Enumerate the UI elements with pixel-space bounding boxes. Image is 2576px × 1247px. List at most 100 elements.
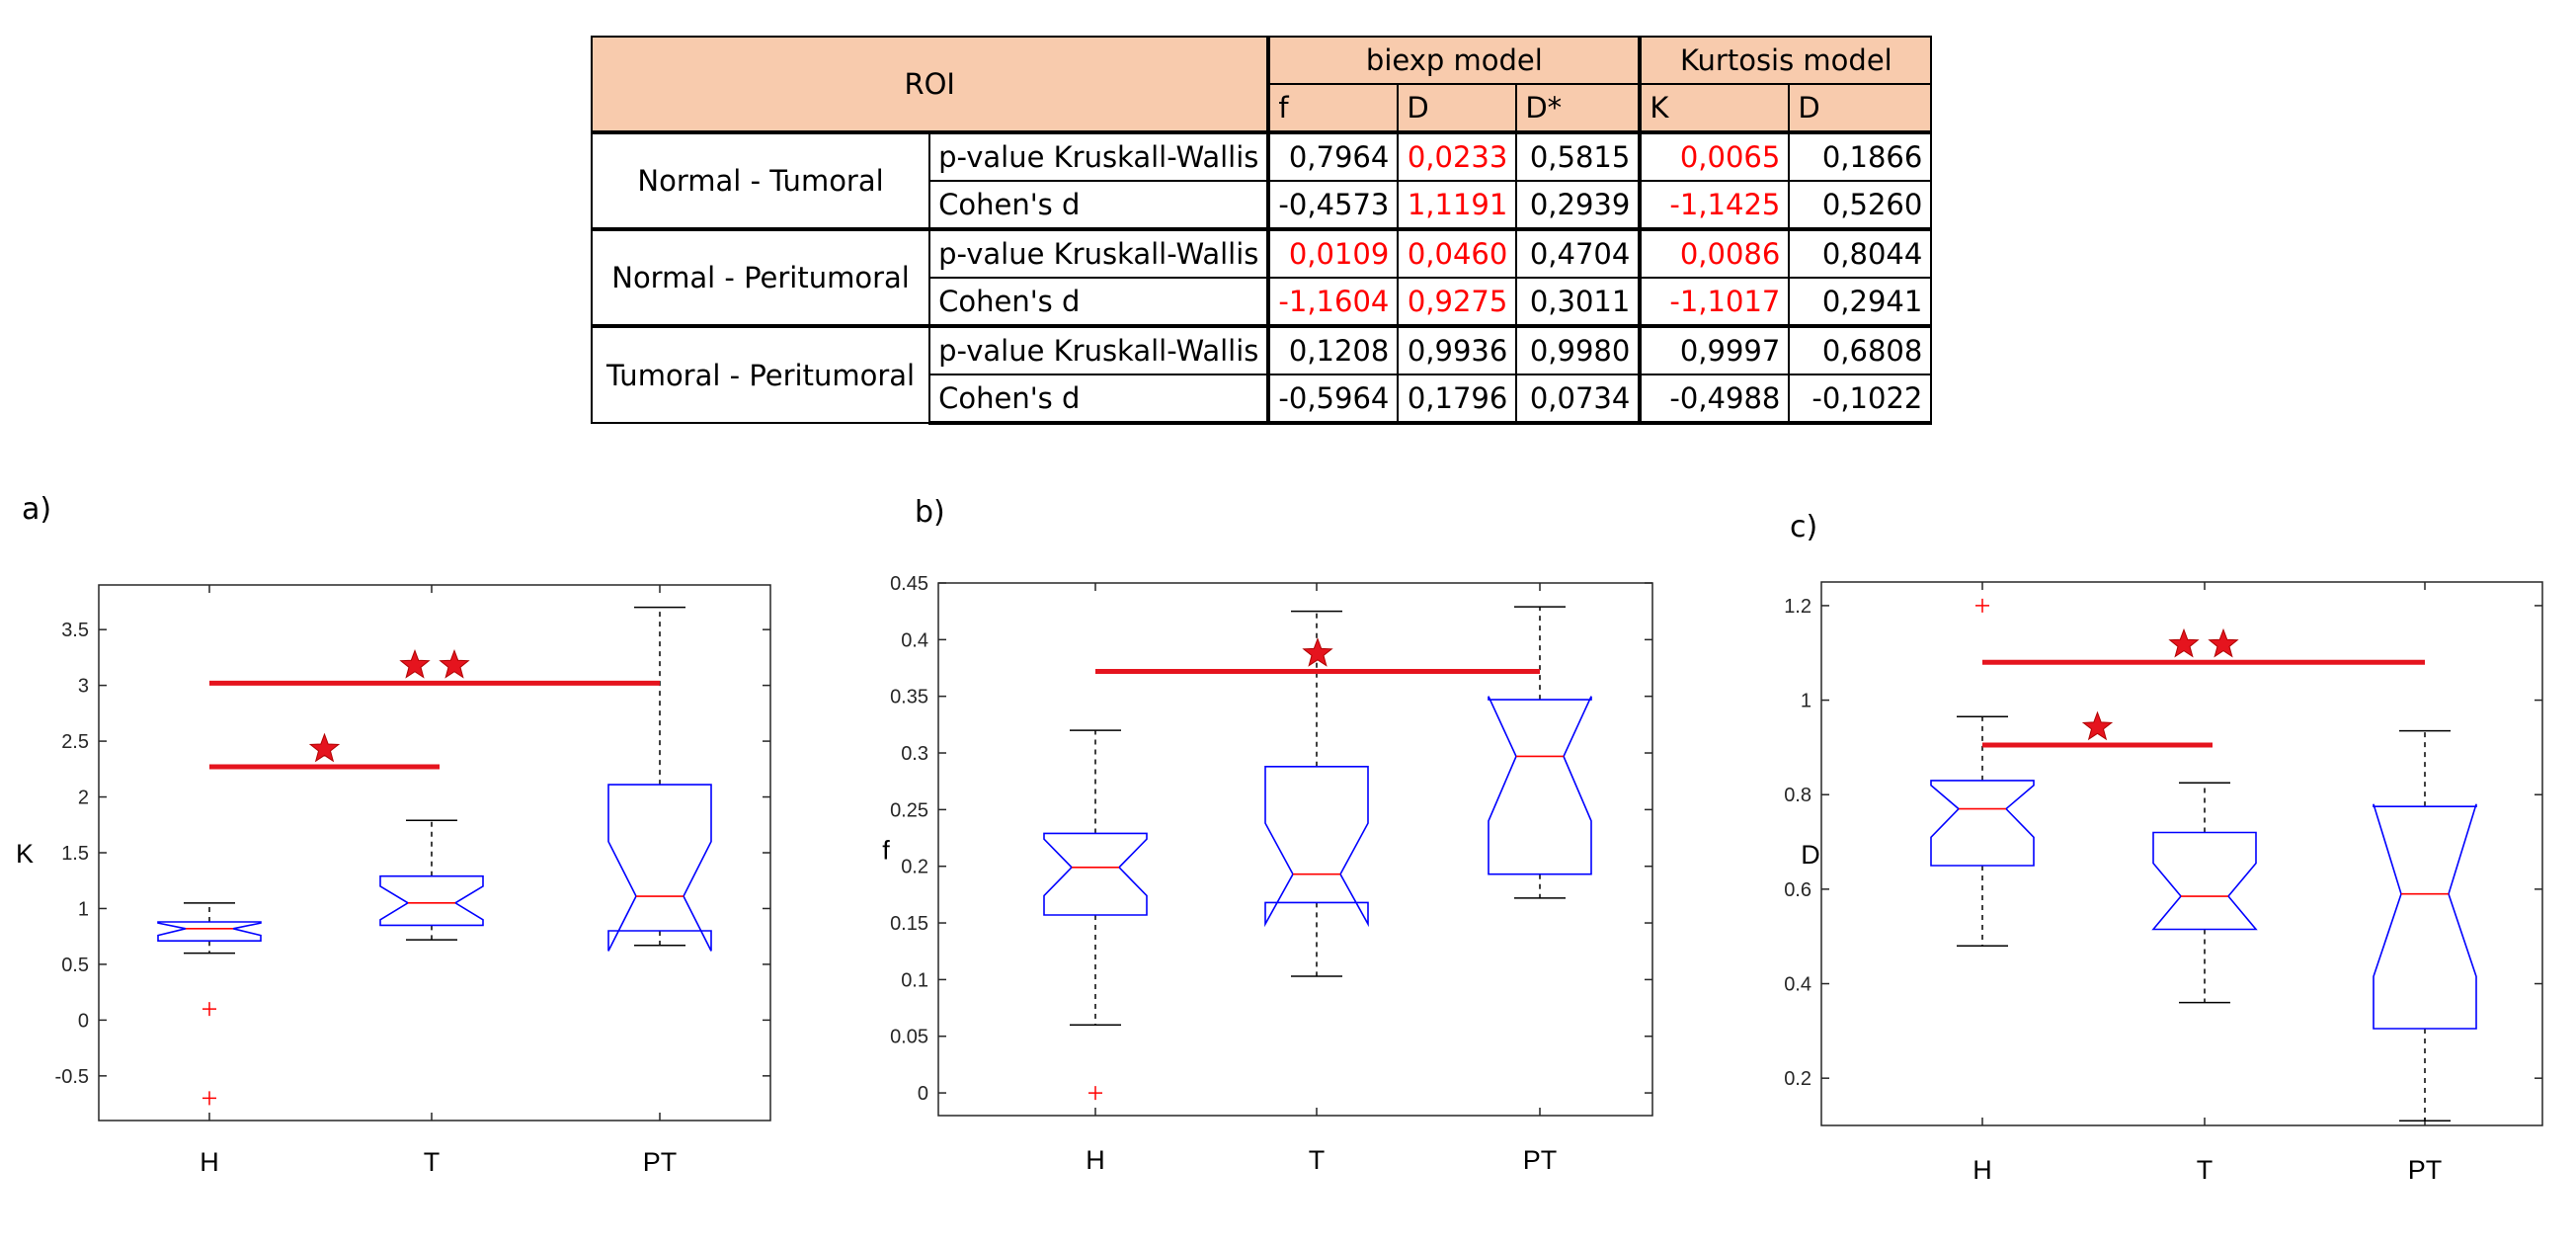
outlier-marker — [1088, 1086, 1102, 1101]
value-cell: 0,0734 — [1515, 374, 1642, 425]
y-tick-label: 1 — [78, 898, 89, 920]
panel-label-b: b) — [915, 495, 945, 530]
category-label: PT — [643, 1147, 678, 1177]
y-tick-label: 0.2 — [901, 857, 928, 878]
model-header-kurtosis: Kurtosis model — [1638, 36, 1933, 85]
y-tick-label: 0 — [78, 1010, 89, 1032]
plot-frame — [98, 584, 771, 1122]
value-cell: -1,1604 — [1266, 277, 1400, 327]
notched-box — [2373, 803, 2477, 1030]
value-cell: 1,1191 — [1397, 180, 1518, 230]
y-tick-label: 0.3 — [901, 743, 928, 765]
value-cell: -0,4988 — [1638, 374, 1791, 425]
value-cell: 0,0065 — [1638, 130, 1791, 182]
comparison-label: Tumoral - Peritumoral — [590, 324, 931, 424]
notched-box — [1930, 780, 2035, 867]
notched-box — [157, 921, 262, 943]
table-row: Cohen's d -0,5964 0,1796 0,0734 -0,4988 -0,10… — [592, 374, 1933, 425]
value-cell: 0,0460 — [1397, 227, 1518, 279]
value-cell: 0,0233 — [1397, 130, 1518, 182]
category-label: T — [1309, 1145, 1326, 1175]
category-label: H — [1086, 1145, 1105, 1175]
y-tick-label: 1.2 — [1784, 596, 1811, 618]
significance-star-icon — [2168, 627, 2200, 658]
notched-box — [379, 874, 484, 927]
value-cell: -0,5964 — [1266, 374, 1400, 425]
significance-star-icon — [1302, 637, 1333, 667]
value-cell: 0,1208 — [1266, 324, 1400, 375]
table-subheader-row: f D D* K D — [592, 83, 1933, 133]
value-cell: 0,2941 — [1788, 277, 1933, 327]
notched-box — [1043, 832, 1148, 916]
y-tick-label: 0.1 — [901, 969, 928, 991]
outlier-marker — [202, 1002, 216, 1017]
value-cell: -1,1017 — [1638, 277, 1791, 327]
y-tick-label: 0.15 — [890, 913, 928, 935]
value-cell: -1,1425 — [1638, 180, 1791, 230]
value-cell: 0,3011 — [1515, 277, 1642, 327]
value-cell: 0,9997 — [1638, 324, 1791, 375]
y-tick-label: 0.4 — [901, 629, 928, 651]
metric-label: Cohen's d — [928, 277, 1270, 327]
plot-frame — [937, 582, 1653, 1117]
category-label: PT — [1523, 1145, 1558, 1175]
boxplot-k-panel: -0.5 0 0.5 1 1.5 2 2.5 3 3.5 H T PT K — [16, 584, 771, 1177]
boxplot-f-panel: 0 0.05 0.1 0.15 0.2 0.25 0.3 0.35 0.4 0.45 H T PT f — [882, 573, 1653, 1175]
y-tick-label: 0.05 — [890, 1027, 928, 1048]
category-label: PT — [2408, 1155, 2443, 1185]
parameter-header: D — [1788, 83, 1933, 133]
plot-frame — [1820, 581, 2543, 1126]
y-axis-label: f — [882, 836, 890, 866]
y-tick-label: 1.5 — [61, 843, 89, 865]
y-tick-label: 3 — [78, 676, 89, 698]
table-row: Cohen's d -1,1604 0,9275 0,3011 -1,1017 0,294… — [592, 277, 1933, 327]
y-tick-label: 2.5 — [61, 731, 89, 753]
y-tick-label: 1 — [1801, 691, 1811, 712]
table-row: Cohen's d -0,4573 1,1191 0,2939 -1,1425 0,526… — [592, 180, 1933, 230]
table-row: Tumoral - Peritumoral p-value Kruskall-Wa… — [590, 324, 1933, 424]
value-cell: 0,6808 — [1788, 324, 1933, 375]
value-cell: 0,0109 — [1266, 227, 1400, 279]
value-cell: 0,2939 — [1515, 180, 1642, 230]
value-cell: 0,5815 — [1515, 130, 1642, 182]
metric-label: Cohen's d — [928, 374, 1270, 425]
y-tick-label: 0.4 — [1784, 974, 1811, 996]
parameter-header: K — [1638, 83, 1791, 133]
y-tick-label: 0.35 — [890, 687, 928, 708]
y-tick-label: 0.5 — [61, 955, 89, 976]
value-cell: 0,0086 — [1638, 227, 1791, 279]
y-tick-label: 0.8 — [1784, 785, 1811, 806]
category-label: T — [2197, 1155, 2214, 1185]
value-cell: 0,9275 — [1397, 277, 1518, 327]
value-cell: 0,4704 — [1515, 227, 1642, 279]
boxplot-d-panel: 0.2 0.4 0.6 0.8 1 1.2 H T PT D — [1784, 581, 2543, 1185]
parameter-header: f — [1266, 83, 1400, 133]
y-tick-label: 0.6 — [1784, 879, 1811, 901]
value-cell: -0,4573 — [1266, 180, 1400, 230]
y-tick-label: 2 — [78, 788, 89, 809]
parameter-header: D* — [1515, 83, 1642, 133]
value-cell: 0,9980 — [1515, 324, 1642, 375]
y-tick-label: 0.25 — [890, 799, 928, 821]
value-cell: 0,8044 — [1788, 227, 1933, 279]
category-label: H — [1972, 1155, 1992, 1185]
y-tick-label: 0.45 — [890, 573, 928, 595]
y-axis-label: D — [1801, 840, 1820, 870]
significance-star-icon — [399, 648, 431, 679]
y-tick-label: 3.5 — [61, 620, 89, 641]
metric-label: p-value Kruskall-Wallis — [928, 130, 1270, 182]
statistics-table: ROI biexp model Kurtosis model f D D* K D Normal… — [590, 36, 1933, 425]
model-header-biexp: biexp model — [1266, 36, 1642, 85]
y-tick-label: -0.5 — [55, 1066, 89, 1088]
value-cell: 0,5260 — [1788, 180, 1933, 230]
value-cell: -0,1022 — [1788, 374, 1933, 425]
notched-box — [607, 784, 712, 952]
y-tick-label: 0 — [918, 1083, 928, 1105]
significance-star-icon — [2208, 627, 2239, 658]
notched-box — [1264, 765, 1369, 928]
value-cell: 0,1866 — [1788, 130, 1933, 182]
y-axis-label: K — [16, 839, 34, 869]
notched-box — [1488, 696, 1592, 875]
significance-star-icon — [439, 648, 470, 679]
metric-label: Cohen's d — [928, 180, 1270, 230]
